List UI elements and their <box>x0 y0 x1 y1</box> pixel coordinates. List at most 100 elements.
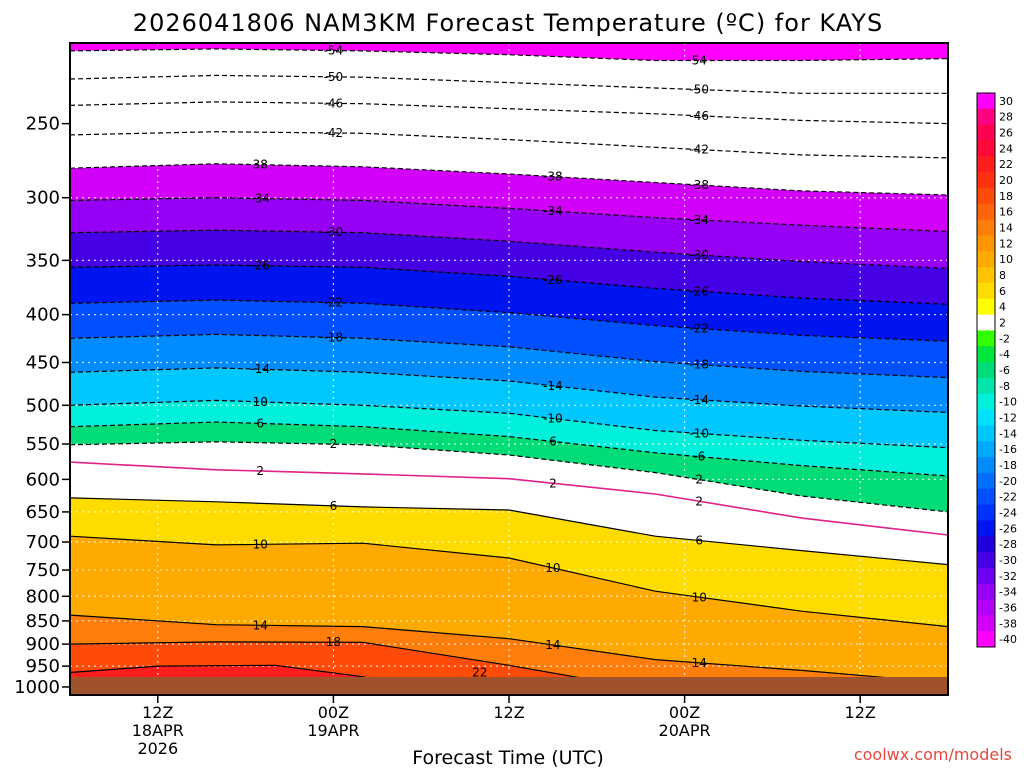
colorbar-label-20: 20 <box>999 174 1013 187</box>
isotherm--2 <box>70 441 948 513</box>
isotherm-label: -46 <box>689 109 709 123</box>
colorbar-label--30: -30 <box>999 554 1017 567</box>
isotherm-label: -42 <box>689 143 709 157</box>
colorbar-label--6: -6 <box>999 364 1010 377</box>
colorbar-label-8: 8 <box>999 269 1006 282</box>
isotherm-label: -18 <box>324 331 344 345</box>
isotherm-label: -26 <box>543 273 563 287</box>
isotherm-label: 2 <box>330 437 338 451</box>
colorbar-label--24: -24 <box>999 506 1017 519</box>
isotherm-label: -14 <box>250 362 270 376</box>
x-tick-label: 2026 <box>137 739 178 758</box>
x-axis-label: Forecast Time (UTC) <box>412 747 603 768</box>
isotherm-label: 10 <box>253 537 268 551</box>
colorbar-label--36: -36 <box>999 601 1017 614</box>
isotherm-label: 54 <box>692 53 707 67</box>
isotherm-label: 6 <box>549 435 557 449</box>
colorbar-label-24: 24 <box>999 142 1013 155</box>
colorbar-cell--38 <box>977 615 995 632</box>
y-tick-label-300: 300 <box>26 188 60 209</box>
y-tick-label-800: 800 <box>26 586 60 607</box>
colorbar-cell-4 <box>977 298 995 316</box>
colorbar-label-6: 6 <box>999 285 1006 298</box>
colorbar-label-16: 16 <box>999 206 1013 219</box>
isotherm-label: 6 <box>330 499 338 513</box>
colorbar-label--26: -26 <box>999 522 1017 535</box>
y-tick-label-1000: 1000 <box>14 677 60 698</box>
colorbar-cell--26 <box>977 520 995 537</box>
isotherm-label: 2 <box>695 473 703 487</box>
y-tick-label-500: 500 <box>26 395 60 416</box>
colorbar-cell-2 <box>977 314 995 331</box>
x-tick-label: 12Z <box>142 703 173 722</box>
isotherm-label: -30 <box>324 225 344 239</box>
colorbar-cell--28 <box>977 536 995 553</box>
x-tick-label: 00Z <box>318 703 349 722</box>
colorbar-cell--10 <box>977 393 995 411</box>
y-tick-label-450: 450 <box>26 352 60 373</box>
colorbar-label--38: -38 <box>999 617 1017 630</box>
colorbar-cell--2 <box>977 330 995 347</box>
y-tick-label-850: 850 <box>26 611 60 632</box>
isotherm-label: 10 <box>253 395 268 409</box>
colorbar-label--12: -12 <box>999 411 1017 424</box>
isotherm-label: -34 <box>543 204 563 218</box>
colorbar-label--32: -32 <box>999 570 1017 583</box>
colorbar-label-26: 26 <box>999 127 1013 140</box>
isotherm--46 <box>70 101 948 125</box>
x-tick-label: 18APR <box>132 721 184 740</box>
isotherm-label: -22 <box>324 296 344 310</box>
colorbar-cell--40 <box>977 631 995 648</box>
colorbar-label-14: 14 <box>999 222 1013 235</box>
isotherm--54 <box>70 48 948 62</box>
colorbar-label-30: 30 <box>999 95 1013 108</box>
colorbar-label--16: -16 <box>999 443 1017 456</box>
isotherm-label: 10 <box>545 561 560 575</box>
credit-link[interactable]: coolwx.com/models <box>854 745 1012 764</box>
colorbar-label--14: -14 <box>999 427 1017 440</box>
isotherm-label: 14 <box>253 618 268 632</box>
colorbar-cell-20 <box>977 172 995 189</box>
isotherm-label: -10 <box>543 412 563 426</box>
colorbar-cell-8 <box>977 267 995 284</box>
isotherm--34 <box>70 197 948 233</box>
colorbar-label--8: -8 <box>999 380 1010 393</box>
colorbar-cell-28 <box>977 108 995 126</box>
colorbar-label--20: -20 <box>999 475 1017 488</box>
isotherm--22 <box>70 299 948 342</box>
isotherm-2 <box>70 461 948 536</box>
isotherm-label: -26 <box>250 259 270 273</box>
isotherm-label: -42 <box>324 126 344 140</box>
isotherm-label: 2 <box>695 494 703 508</box>
colorbar-cell-10 <box>977 251 995 268</box>
y-tick-label-250: 250 <box>26 114 60 135</box>
isotherm-label: -10 <box>689 426 709 440</box>
colorbar-label--2: -2 <box>999 332 1010 345</box>
isotherm-label: 6 <box>695 534 703 548</box>
isotherm-10 <box>70 535 948 628</box>
colorbar-cell-14 <box>977 219 995 236</box>
colorbar-cell--12 <box>977 409 995 426</box>
x-tick-label: 12Z <box>493 703 524 722</box>
y-tick-label-400: 400 <box>26 305 60 326</box>
isotherm--50 <box>70 74 948 94</box>
isotherm-label: -50 <box>324 70 344 84</box>
colorbar-cell--30 <box>977 552 995 569</box>
colorbar-cell-12 <box>977 235 995 252</box>
isotherm--42 <box>70 131 948 159</box>
colorbar-frame <box>976 92 996 648</box>
colorbar-label-28: 28 <box>999 111 1013 124</box>
isotherm-label: 6 <box>256 416 264 430</box>
y-tick-label-750: 750 <box>26 560 60 581</box>
isotherm-label: 10 <box>692 590 707 604</box>
isotherm-label: -22 <box>689 322 709 336</box>
isotherm--6 <box>70 421 948 477</box>
isotherm-label: 22 <box>472 665 487 679</box>
y-tick-label-550: 550 <box>26 434 60 455</box>
y-tick-label-700: 700 <box>26 532 60 553</box>
isotherm-label: 38 <box>253 158 268 172</box>
y-tick-label-600: 600 <box>26 469 60 490</box>
colorbar-cell--32 <box>977 567 995 585</box>
isotherm-6 <box>70 497 948 566</box>
